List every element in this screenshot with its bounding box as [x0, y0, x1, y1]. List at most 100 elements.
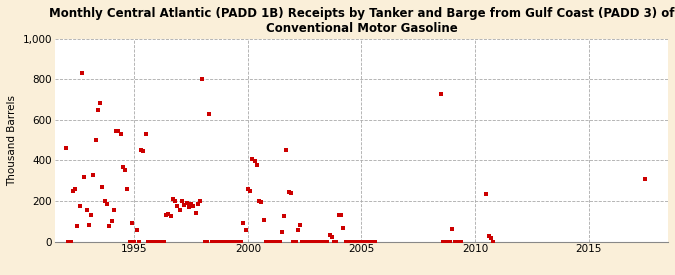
Point — [188, 204, 198, 208]
Point — [217, 239, 228, 244]
Point — [363, 239, 374, 244]
Point — [245, 189, 256, 193]
Point — [281, 148, 292, 153]
Point — [84, 223, 95, 227]
Point — [97, 185, 108, 189]
Point — [447, 227, 458, 232]
Point — [131, 228, 142, 233]
Point — [204, 112, 215, 116]
Point — [286, 191, 296, 195]
Point — [295, 223, 306, 227]
Point — [313, 239, 323, 244]
Point — [454, 239, 464, 244]
Point — [338, 226, 349, 230]
Point — [370, 239, 381, 244]
Point — [92, 108, 103, 112]
Point — [354, 239, 364, 244]
Point — [440, 239, 451, 244]
Point — [302, 239, 313, 244]
Point — [138, 149, 148, 153]
Point — [247, 157, 258, 162]
Point — [186, 202, 196, 206]
Point — [365, 239, 376, 244]
Point — [195, 199, 206, 203]
Point — [152, 239, 163, 244]
Point — [327, 235, 338, 240]
Point — [284, 190, 294, 194]
Point — [209, 239, 219, 244]
Point — [77, 71, 88, 76]
Point — [199, 239, 210, 244]
Point — [74, 204, 85, 208]
Point — [254, 199, 265, 203]
Point — [99, 199, 110, 203]
Point — [259, 218, 269, 222]
Point — [190, 211, 201, 215]
Point — [340, 239, 351, 244]
Point — [109, 208, 119, 212]
Point — [136, 148, 146, 153]
Point — [322, 239, 333, 244]
Point — [349, 239, 360, 244]
Point — [324, 233, 335, 238]
Point — [177, 199, 188, 203]
Point — [320, 239, 331, 244]
Point — [452, 239, 462, 244]
Point — [95, 101, 105, 105]
Point — [236, 239, 246, 244]
Point — [88, 172, 99, 177]
Point — [127, 221, 138, 226]
Point — [442, 239, 453, 244]
Point — [299, 239, 310, 244]
Point — [104, 224, 115, 229]
Point — [360, 239, 371, 244]
Point — [129, 239, 140, 244]
Point — [181, 201, 192, 205]
Point — [304, 239, 315, 244]
Point — [310, 239, 321, 244]
Point — [172, 204, 183, 208]
Point — [317, 239, 328, 244]
Point — [68, 189, 78, 193]
Point — [122, 187, 133, 191]
Point — [358, 239, 369, 244]
Point — [220, 239, 231, 244]
Point — [159, 239, 169, 244]
Point — [184, 205, 194, 209]
Point — [292, 228, 303, 233]
Point — [111, 129, 122, 133]
Point — [308, 239, 319, 244]
Point — [274, 239, 285, 244]
Point — [156, 239, 167, 244]
Point — [213, 239, 223, 244]
Point — [240, 228, 251, 233]
Point — [640, 177, 651, 181]
Point — [202, 239, 213, 244]
Point — [277, 230, 288, 235]
Point — [102, 202, 113, 206]
Point — [335, 213, 346, 217]
Point — [345, 239, 356, 244]
Point — [234, 239, 244, 244]
Point — [70, 187, 80, 191]
Point — [161, 213, 171, 217]
Point — [134, 239, 144, 244]
Point — [256, 200, 267, 204]
Point — [342, 239, 353, 244]
Point — [263, 239, 273, 244]
Point — [63, 239, 74, 244]
Point — [347, 239, 358, 244]
Point — [485, 236, 496, 241]
Point — [119, 167, 130, 172]
Point — [306, 239, 317, 244]
Point — [86, 213, 97, 217]
Point — [211, 239, 221, 244]
Point — [144, 239, 155, 244]
Point — [481, 192, 492, 196]
Point — [149, 239, 160, 244]
Title: Monthly Central Atlantic (PADD 1B) Receipts by Tanker and Barge from Gulf Coast : Monthly Central Atlantic (PADD 1B) Recei… — [49, 7, 674, 35]
Point — [206, 239, 217, 244]
Point — [192, 202, 203, 206]
Point — [449, 239, 460, 244]
Point — [333, 213, 344, 217]
